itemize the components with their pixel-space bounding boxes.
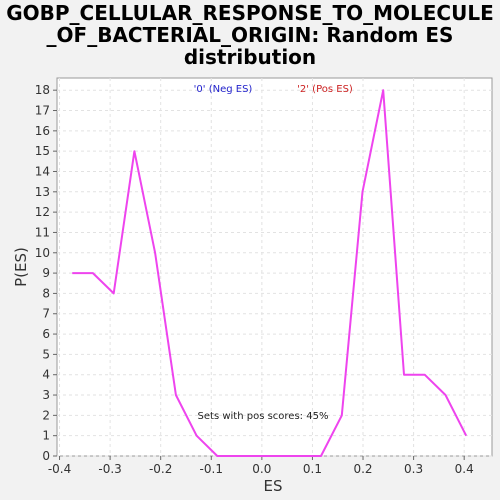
x-tick-label: -0.1 — [200, 462, 223, 476]
y-axis-title: P(ES) — [12, 247, 30, 287]
series-line — [72, 89, 468, 457]
y-tick-label: 13 — [35, 185, 50, 199]
grid-lines — [57, 78, 492, 457]
x-tick-label: 0.3 — [404, 462, 423, 476]
x-tick-label: -0.3 — [98, 462, 121, 476]
y-tick-label: 0 — [42, 449, 50, 463]
y-tick-label: 14 — [35, 164, 50, 178]
y-tick-label: 16 — [35, 124, 50, 138]
pos-scores-annotation: Sets with pos scores: 45% — [198, 411, 329, 422]
y-tick-label: 18 — [35, 83, 50, 97]
y-tick-label: 12 — [35, 205, 50, 219]
x-tick-label: 0.0 — [252, 462, 271, 476]
y-tick-label: 9 — [42, 266, 50, 280]
y-tick-label: 11 — [35, 225, 50, 239]
chart-title-line-3: distribution — [183, 45, 317, 69]
y-tick-label: 10 — [35, 246, 50, 260]
x-tick-label: -0.4 — [48, 462, 71, 476]
y-tick-label: 8 — [42, 286, 50, 300]
chart-title: GOBP_CELLULAR_RESPONSE_TO_MOLECULE _OF_B… — [0, 2, 500, 68]
chart-title-line-1: GOBP_CELLULAR_RESPONSE_TO_MOLECULE — [6, 1, 494, 25]
x-tick-label: -0.2 — [149, 462, 172, 476]
x-tick-label: 0.2 — [353, 462, 372, 476]
x-tick-label: 0.4 — [455, 462, 474, 476]
chart-title-line-2: _OF_BACTERIAL_ORIGIN: Random ES — [46, 23, 454, 47]
x-axis-title: ES — [264, 477, 283, 495]
y-tick-label: 4 — [42, 368, 50, 382]
y-tick-label: 15 — [35, 144, 50, 158]
y-tick-label: 5 — [42, 347, 50, 361]
legend-pos-label: '2' (Pos ES) — [297, 84, 353, 95]
plot-area — [56, 77, 493, 457]
y-tick-label: 1 — [42, 429, 50, 443]
axis-ticks: -0.4 -0.3 -0.2 -0.1 0.0 0.1 0.2 0.3 0.4012345678… — [35, 83, 474, 476]
x-tick-label: 0.1 — [303, 462, 322, 476]
y-tick-label: 2 — [42, 408, 50, 422]
y-tick-label: 3 — [42, 388, 50, 402]
legend-neg-label: '0' (Neg ES) — [194, 84, 253, 95]
y-tick-label: 7 — [42, 307, 50, 321]
series-layer — [72, 89, 468, 457]
y-tick-label: 17 — [35, 104, 50, 118]
y-tick-label: 6 — [42, 327, 50, 341]
